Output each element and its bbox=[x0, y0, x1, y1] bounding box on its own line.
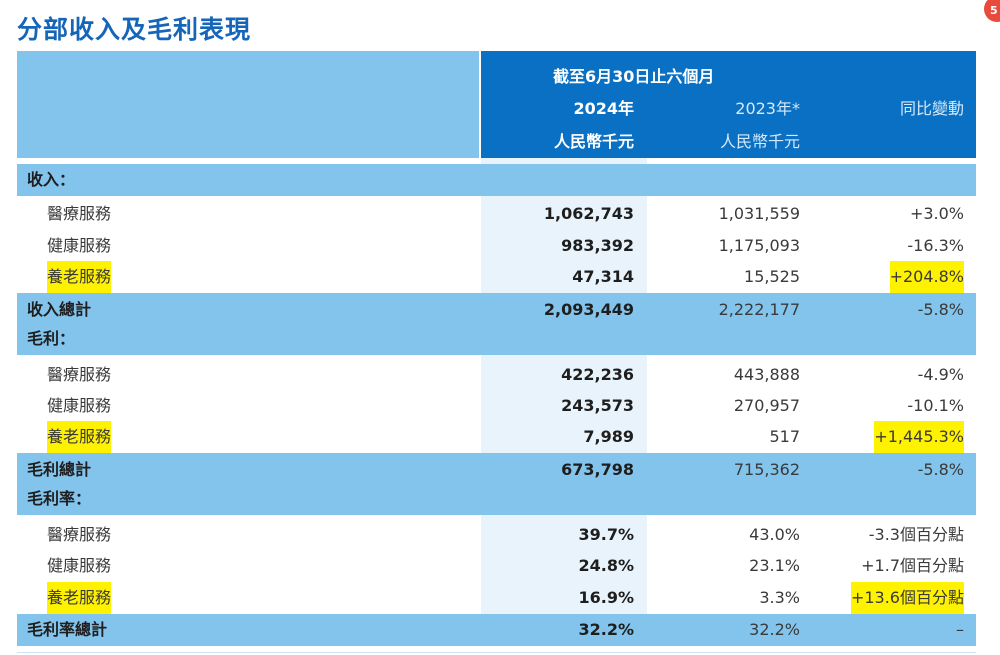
value-2023: 3.3% bbox=[759, 588, 800, 607]
value-change: -5.8% bbox=[917, 460, 964, 479]
row-label: 養老服務 bbox=[47, 582, 112, 614]
col-2023-header: 2023年* bbox=[735, 99, 800, 118]
table-header-right: 截至6月30日止六個月 2024年 2023年* 同比變動 人民幣千元 人民幣千… bbox=[481, 51, 976, 158]
value-2023: 23.1% bbox=[749, 556, 800, 575]
section-label: 毛利率： bbox=[27, 489, 92, 508]
value-change: -5.8% bbox=[917, 300, 964, 319]
notification-badge[interactable]: 5 bbox=[984, 0, 1000, 22]
value-change: +204.8% bbox=[889, 261, 964, 293]
table-row: 養老服務 7,989 517 +1,445.3% bbox=[17, 421, 976, 453]
value-2024: 1,062,743 bbox=[543, 204, 634, 223]
table-header-left bbox=[17, 51, 479, 158]
row-label: 健康服務 bbox=[47, 396, 112, 415]
value-2023: 1,175,093 bbox=[718, 236, 800, 255]
section-header-revenue: 收入： bbox=[17, 164, 976, 196]
value-2024: 673,798 bbox=[561, 460, 634, 479]
value-change: +13.6個百分點 bbox=[850, 582, 964, 614]
value-2023: 1,031,559 bbox=[718, 204, 800, 223]
section-label: 毛利： bbox=[27, 329, 76, 348]
value-change: -10.1% bbox=[907, 396, 964, 415]
total-row-revenue: 收入總計 2,093,449 2,222,177 -5.8% 毛利： bbox=[17, 293, 976, 355]
value-2024: 16.9% bbox=[578, 588, 634, 607]
value-2024: 243,573 bbox=[561, 396, 634, 415]
value-change: -16.3% bbox=[907, 236, 964, 255]
table-row: 健康服務 243,573 270,957 -10.1% bbox=[17, 390, 976, 422]
value-change: – bbox=[956, 620, 964, 639]
value-2024: 24.8% bbox=[578, 556, 634, 575]
value-2024: 2,093,449 bbox=[543, 300, 634, 319]
value-2023: 2,222,177 bbox=[718, 300, 800, 319]
value-2023: 32.2% bbox=[749, 620, 800, 639]
row-label: 醫療服務 bbox=[47, 525, 112, 544]
table-row: 健康服務 24.8% 23.1% +1.7個百分點 bbox=[17, 550, 976, 582]
page-title: 分部收入及毛利表現 bbox=[17, 15, 252, 44]
table-row: 醫療服務 1,062,743 1,031,559 +3.0% bbox=[17, 198, 976, 230]
value-change: -4.9% bbox=[917, 365, 964, 384]
value-change: +1,445.3% bbox=[874, 421, 964, 453]
table-row: 養老服務 47,314 15,525 +204.8% bbox=[17, 261, 976, 293]
value-2023: 270,957 bbox=[733, 396, 800, 415]
value-change: +1.7個百分點 bbox=[861, 556, 964, 575]
row-label: 養老服務 bbox=[47, 261, 112, 293]
unit-2024: 人民幣千元 bbox=[553, 132, 634, 151]
table-bottom-rule bbox=[17, 652, 976, 653]
value-2024: 32.2% bbox=[578, 620, 634, 639]
value-2023: 715,362 bbox=[733, 460, 800, 479]
table-row: 健康服務 983,392 1,175,093 -16.3% bbox=[17, 230, 976, 262]
value-2024: 39.7% bbox=[578, 525, 634, 544]
row-label: 毛利率總計 bbox=[27, 620, 108, 639]
table-row: 醫療服務 39.7% 43.0% -3.3個百分點 bbox=[17, 519, 976, 551]
unit-2023: 人民幣千元 bbox=[719, 132, 800, 151]
row-label: 收入總計 bbox=[27, 300, 92, 319]
value-2024: 983,392 bbox=[561, 236, 634, 255]
col-2024-header: 2024年 bbox=[573, 99, 634, 118]
period-header: 截至6月30日止六個月 bbox=[553, 67, 715, 86]
row-label: 醫療服務 bbox=[47, 204, 112, 223]
value-2024: 47,314 bbox=[572, 267, 634, 286]
value-2023: 517 bbox=[769, 427, 800, 446]
value-change: -3.3個百分點 bbox=[868, 525, 964, 544]
value-2024: 7,989 bbox=[583, 427, 634, 446]
row-label: 醫療服務 bbox=[47, 365, 112, 384]
table-row: 醫療服務 422,236 443,888 -4.9% bbox=[17, 359, 976, 391]
section-label: 收入： bbox=[27, 170, 76, 189]
total-row-margin: 毛利率總計 32.2% 32.2% – bbox=[17, 614, 976, 646]
value-2023: 443,888 bbox=[733, 365, 800, 384]
row-label: 健康服務 bbox=[47, 556, 112, 575]
table-row: 養老服務 16.9% 3.3% +13.6個百分點 bbox=[17, 582, 976, 614]
value-change: +3.0% bbox=[909, 204, 964, 223]
col-2024-highlight bbox=[481, 158, 647, 638]
col-change-header: 同比變動 bbox=[899, 99, 964, 118]
row-label: 毛利總計 bbox=[27, 460, 92, 479]
row-label: 養老服務 bbox=[47, 421, 112, 453]
value-2023: 43.0% bbox=[749, 525, 800, 544]
total-row-gross-profit: 毛利總計 673,798 715,362 -5.8% 毛利率： bbox=[17, 453, 976, 515]
value-2024: 422,236 bbox=[561, 365, 634, 384]
value-2023: 15,525 bbox=[744, 267, 800, 286]
row-label: 健康服務 bbox=[47, 236, 112, 255]
